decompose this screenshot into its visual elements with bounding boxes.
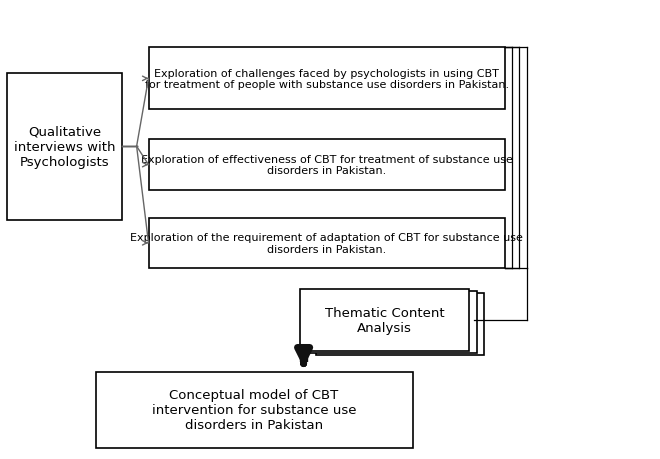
Bar (7, 73, 122, 220)
Text: Qualitative
interviews with
Psychologists: Qualitative interviews with Psychologist… (14, 125, 115, 168)
Bar (300, 289, 469, 351)
Text: Exploration of effectiveness of CBT for treatment of substance use
disorders in : Exploration of effectiveness of CBT for … (141, 155, 513, 176)
Bar (308, 291, 477, 353)
Bar (96, 372, 412, 448)
Bar (316, 294, 484, 356)
Text: Exploration of challenges faced by psychologists in using CBT
for treatment of p: Exploration of challenges faced by psych… (145, 68, 509, 90)
Text: Thematic Content
Analysis: Thematic Content Analysis (325, 306, 444, 334)
Text: Conceptual model of CBT
intervention for substance use
disorders in Pakistan: Conceptual model of CBT intervention for… (152, 388, 356, 431)
Text: Exploration of the requirement of adaptation of CBT for substance use
disorders : Exploration of the requirement of adapta… (130, 233, 523, 254)
Bar (148, 48, 505, 110)
Bar (148, 140, 505, 190)
Bar (148, 218, 505, 269)
